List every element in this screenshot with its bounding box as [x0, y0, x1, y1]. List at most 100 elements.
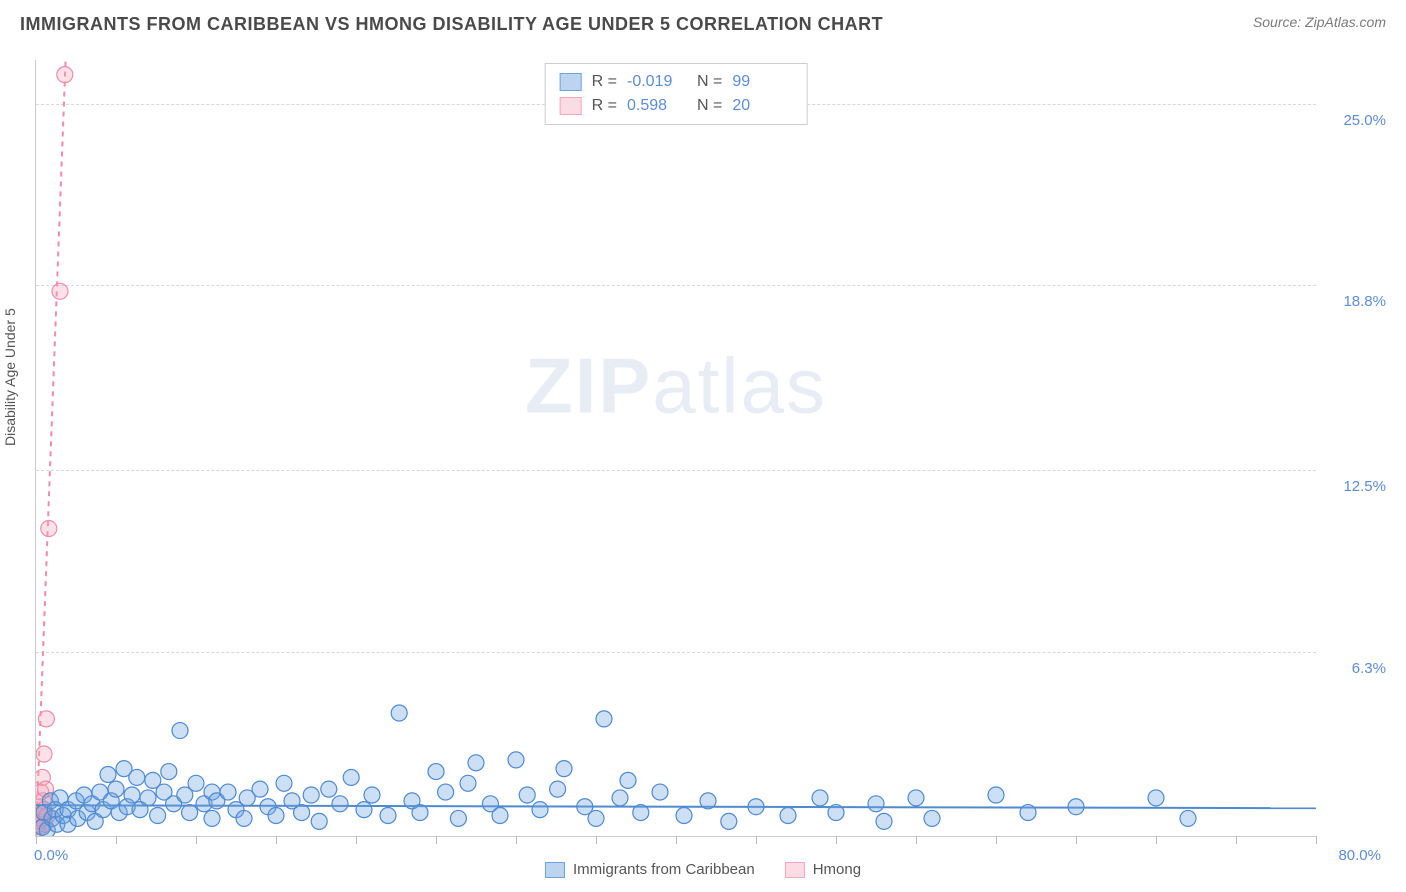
legend-label: Immigrants from Caribbean — [573, 861, 755, 878]
data-point — [620, 772, 636, 788]
data-point — [311, 813, 327, 829]
data-point — [1020, 805, 1036, 821]
data-point — [550, 781, 566, 797]
data-point — [57, 67, 73, 83]
data-point — [161, 764, 177, 780]
r-label: R = — [592, 94, 617, 118]
x-tick-label: 0.0% — [34, 847, 68, 864]
r-value: -0.019 — [627, 70, 687, 94]
data-point — [343, 769, 359, 785]
data-point — [812, 790, 828, 806]
data-point — [428, 764, 444, 780]
legend-label: Hmong — [813, 861, 861, 878]
data-point — [828, 805, 844, 821]
data-point — [450, 810, 466, 826]
n-value: 99 — [732, 70, 792, 94]
data-point — [1148, 790, 1164, 806]
data-point — [988, 787, 1004, 803]
chart-title: IMMIGRANTS FROM CARIBBEAN VS HMONG DISAB… — [20, 14, 883, 35]
data-point — [220, 784, 236, 800]
data-point — [332, 796, 348, 812]
data-point — [356, 802, 372, 818]
data-point — [876, 813, 892, 829]
x-tick — [916, 836, 917, 844]
data-point — [438, 784, 454, 800]
n-label: N = — [697, 94, 722, 118]
y-axis-label: Disability Age Under 5 — [2, 308, 18, 446]
legend-item: Hmong — [785, 861, 861, 878]
data-point — [596, 711, 612, 727]
n-label: N = — [697, 70, 722, 94]
y-tick-label: 25.0% — [1326, 112, 1386, 129]
x-tick — [516, 836, 517, 844]
x-tick-label: 80.0% — [1338, 847, 1381, 864]
n-value: 20 — [732, 94, 792, 118]
data-point — [172, 723, 188, 739]
legend-row: R = -0.019 N = 99 — [560, 70, 793, 94]
scatter-plot-area: ZIPatlas R = -0.019 N = 99 R = 0.598 N =… — [35, 60, 1316, 837]
data-point — [556, 761, 572, 777]
data-point — [36, 746, 52, 762]
data-point — [532, 802, 548, 818]
data-point — [492, 808, 508, 824]
x-tick — [1316, 836, 1317, 844]
x-tick — [116, 836, 117, 844]
legend-swatch — [545, 862, 565, 878]
data-point — [652, 784, 668, 800]
x-tick — [36, 836, 37, 844]
x-tick — [1156, 836, 1157, 844]
x-tick — [1236, 836, 1237, 844]
data-point — [129, 769, 145, 785]
data-point — [52, 283, 68, 299]
data-point — [868, 796, 884, 812]
data-point — [100, 767, 116, 783]
y-tick-label: 12.5% — [1326, 478, 1386, 495]
data-point — [150, 808, 166, 824]
data-point — [612, 790, 628, 806]
data-point — [412, 805, 428, 821]
legend-swatch — [560, 73, 582, 91]
data-point — [588, 810, 604, 826]
data-point — [508, 752, 524, 768]
chart-source: Source: ZipAtlas.com — [1253, 14, 1386, 30]
correlation-legend: R = -0.019 N = 99 R = 0.598 N = 20 — [545, 63, 808, 125]
x-tick — [196, 836, 197, 844]
data-point — [124, 787, 140, 803]
x-tick — [756, 836, 757, 844]
data-point — [519, 787, 535, 803]
legend-row: R = 0.598 N = 20 — [560, 94, 793, 118]
data-point — [364, 787, 380, 803]
x-tick — [676, 836, 677, 844]
legend-swatch — [560, 97, 582, 115]
data-point — [276, 775, 292, 791]
r-value: 0.598 — [627, 94, 687, 118]
source-prefix: Source: — [1253, 14, 1305, 30]
data-point — [748, 799, 764, 815]
chart-header: IMMIGRANTS FROM CARIBBEAN VS HMONG DISAB… — [0, 0, 1406, 50]
data-point — [1180, 810, 1196, 826]
r-label: R = — [592, 70, 617, 94]
data-point — [38, 711, 54, 727]
data-point — [460, 775, 476, 791]
x-tick — [356, 836, 357, 844]
data-point — [924, 810, 940, 826]
data-point — [188, 775, 204, 791]
x-tick — [1076, 836, 1077, 844]
data-point — [41, 521, 57, 537]
series-legend: Immigrants from Caribbean Hmong — [545, 861, 861, 878]
data-point — [236, 810, 252, 826]
data-point — [321, 781, 337, 797]
data-point — [721, 813, 737, 829]
data-point — [204, 810, 220, 826]
data-point — [252, 781, 268, 797]
data-point — [633, 805, 649, 821]
data-point — [182, 805, 198, 821]
data-point — [380, 808, 396, 824]
x-tick — [596, 836, 597, 844]
x-tick — [276, 836, 277, 844]
data-point — [468, 755, 484, 771]
data-point — [676, 808, 692, 824]
data-point — [780, 808, 796, 824]
data-point — [1068, 799, 1084, 815]
data-point — [700, 793, 716, 809]
